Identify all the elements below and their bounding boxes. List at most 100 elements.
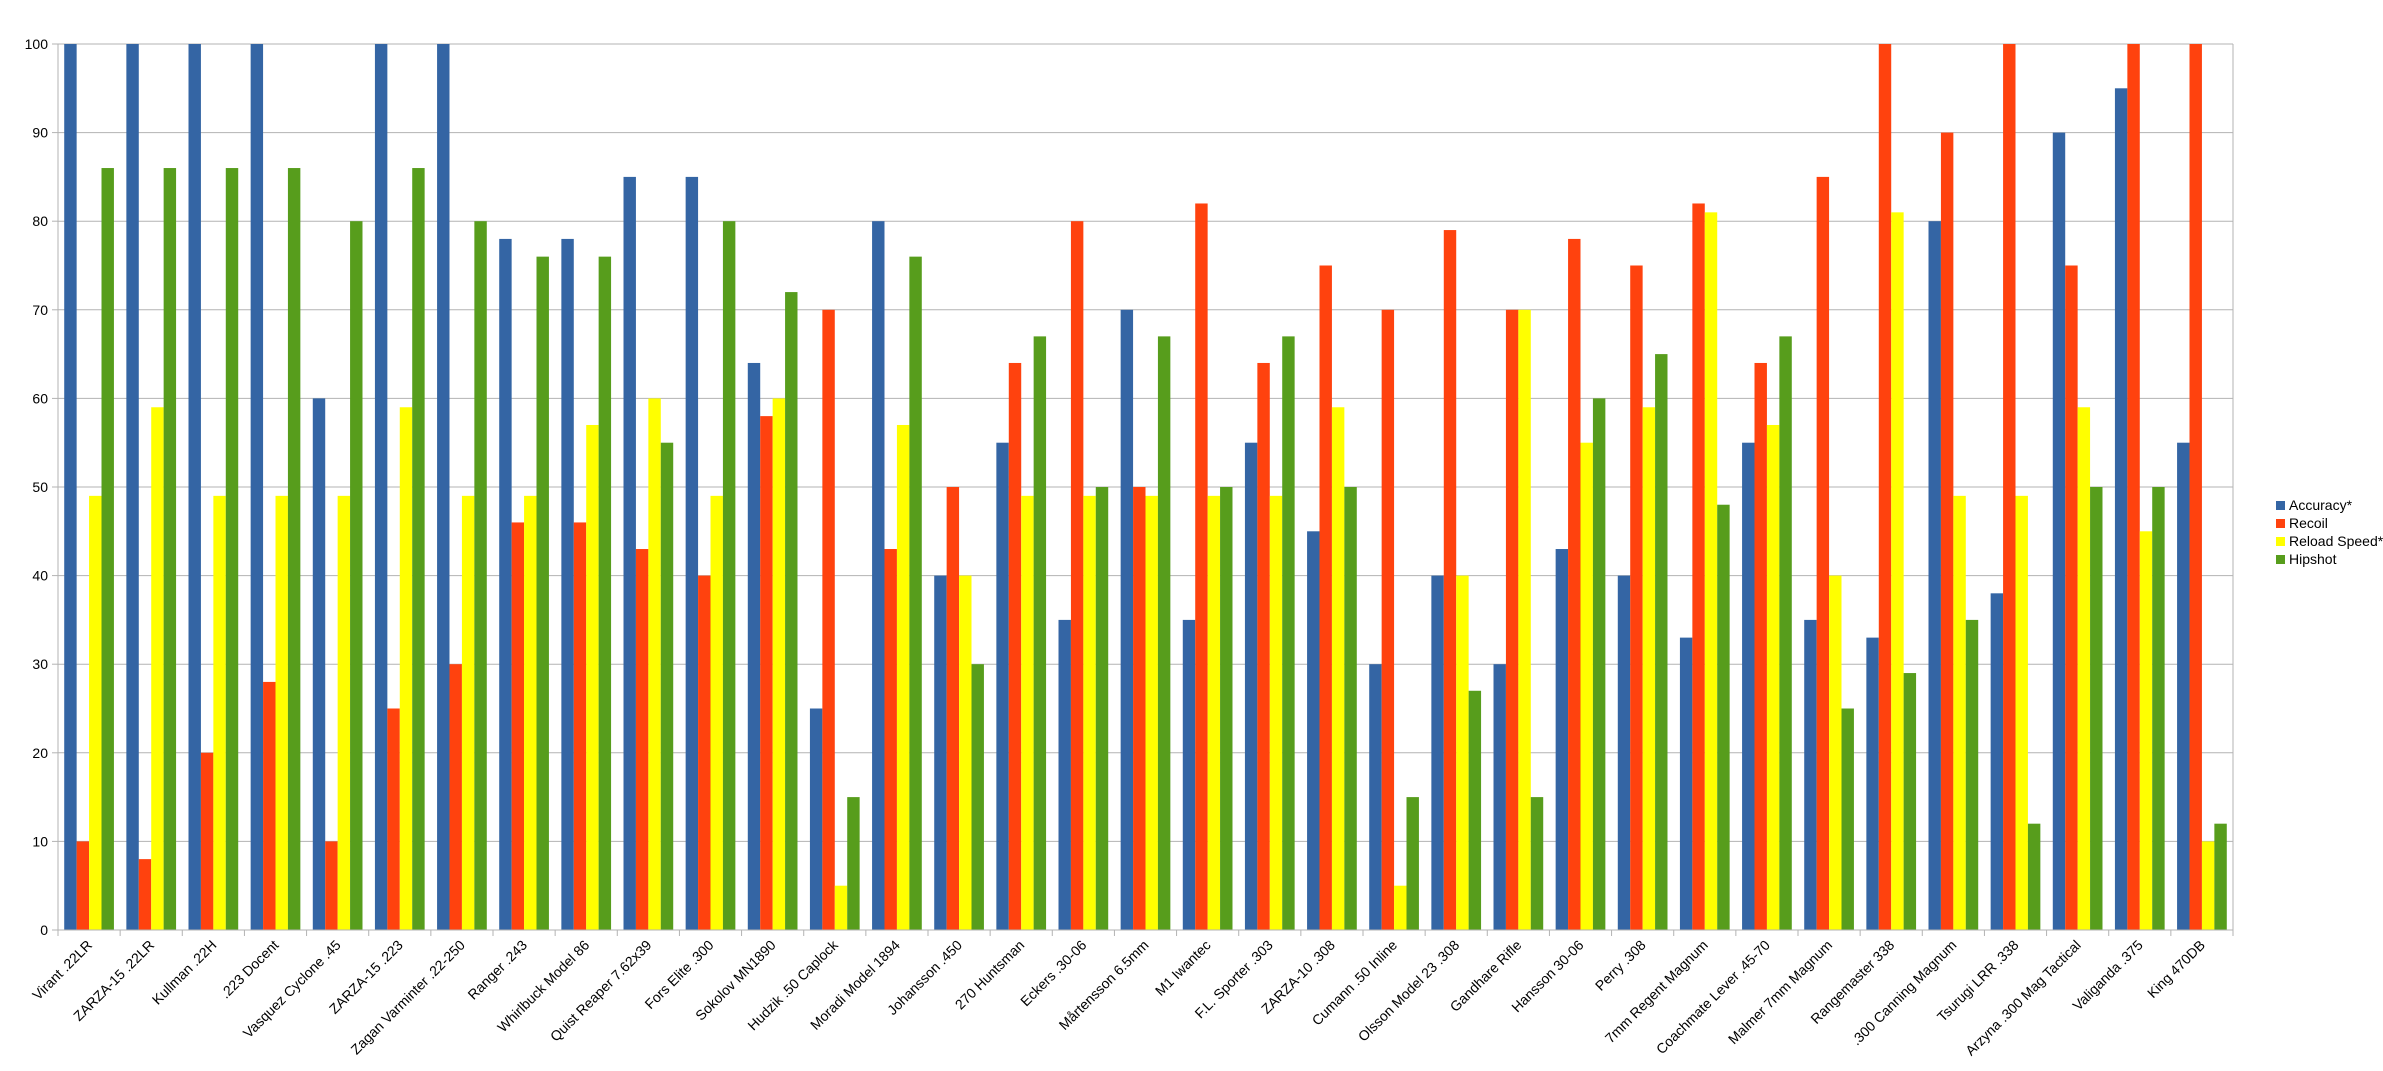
bar-accuracy (685, 176, 699, 930)
bar-hipshot (785, 292, 798, 931)
bar-reload-speed (1766, 424, 1780, 930)
bar-reload-speed (1456, 575, 1469, 930)
bar-reload-speed (2015, 495, 2028, 930)
bar-reload-speed (1704, 212, 1718, 931)
bar-recoil (1505, 309, 1519, 930)
y-axis: 0 10 20 30 40 50 60 70 80 90 100 (25, 36, 2234, 938)
bar-recoil (1381, 309, 1395, 930)
bar-hipshot (1841, 708, 1854, 930)
bar-accuracy (1742, 442, 1755, 930)
bar-hipshot (1344, 487, 1357, 930)
y-tick-label: 80 (32, 213, 48, 229)
legend-label: Accuracy* (2289, 497, 2353, 513)
bar-accuracy (312, 398, 326, 930)
bar-accuracy (1866, 637, 1879, 930)
bar-reload-speed (586, 424, 599, 930)
bar-hipshot (350, 221, 363, 930)
bar-reload-speed (1518, 309, 1531, 930)
bar-reload-speed (1580, 442, 1593, 930)
bar-reload-speed (1145, 495, 1158, 930)
bar-recoil (1630, 265, 1643, 930)
bar-hipshot (722, 221, 736, 930)
bar-recoil (1692, 203, 1705, 931)
bar-hipshot (412, 168, 425, 931)
bar-hipshot (1157, 336, 1171, 930)
bar-reload-speed (1829, 575, 1842, 930)
bar-recoil (138, 859, 152, 930)
y-tick-label: 90 (32, 125, 48, 141)
bar-hipshot (1655, 354, 1668, 931)
bar-reload-speed (275, 495, 288, 930)
bar-hipshot (1717, 504, 1730, 930)
y-tick-label: 60 (32, 390, 48, 406)
bar-reload-speed (1953, 495, 1966, 930)
bar-hipshot (1965, 619, 1979, 930)
bar-accuracy (2052, 132, 2066, 931)
bar-accuracy (64, 44, 77, 930)
bar-accuracy (747, 362, 761, 931)
bar-hipshot (1282, 336, 1295, 930)
bar-reload-speed (524, 495, 537, 930)
bar-accuracy (872, 221, 885, 930)
bar-recoil (1878, 44, 1892, 930)
bar-recoil (2189, 44, 2202, 930)
bar-reload-speed (399, 407, 413, 930)
bar-hipshot (660, 442, 674, 930)
bar-reload-speed (1269, 495, 1283, 930)
bar-reload-speed (1207, 495, 1221, 930)
bar-reload-speed (834, 885, 848, 930)
y-tick-label: 70 (32, 302, 48, 318)
bar-accuracy (1182, 619, 1196, 930)
bar-recoil (76, 841, 90, 930)
bar-recoil (635, 549, 649, 930)
bar-accuracy (623, 176, 636, 930)
bar-hipshot (1220, 487, 1233, 930)
bar-recoil (1443, 230, 1457, 930)
bar-recoil (1319, 265, 1332, 930)
y-tick-label: 100 (25, 36, 49, 52)
bar-recoil (1070, 221, 1084, 930)
bar-accuracy (250, 44, 264, 930)
bar-hipshot (971, 664, 984, 930)
bar-hipshot (1095, 487, 1109, 930)
bar-accuracy (2114, 88, 2128, 931)
bar-recoil (200, 752, 214, 930)
bar-recoil (760, 416, 773, 930)
bar-recoil (946, 487, 960, 930)
bar-reload-speed (959, 575, 972, 930)
bar-accuracy (1679, 637, 1693, 930)
bar-reload-speed (2201, 841, 2215, 930)
bar-reload-speed (1331, 407, 1345, 930)
bar-hipshot (1592, 398, 1606, 930)
bar-reload-speed (89, 495, 102, 930)
bar-hipshot (474, 221, 487, 930)
bar-accuracy (499, 238, 512, 931)
bar-hipshot (1468, 690, 1482, 930)
bar-hipshot (2027, 823, 2041, 930)
bar-accuracy (2177, 442, 2190, 930)
bar-recoil (1195, 203, 1208, 931)
bar-accuracy (1555, 549, 1569, 930)
bar-recoil (2065, 265, 2078, 930)
bar-accuracy (934, 575, 947, 930)
bar-recoil (1754, 362, 1767, 931)
bar-hipshot (2090, 487, 2103, 930)
bar-reload-speed (772, 398, 786, 930)
bar-hipshot (163, 168, 177, 931)
bar-reload-speed (1083, 495, 1096, 930)
bar-accuracy (1369, 664, 1382, 930)
bar-accuracy (188, 44, 201, 930)
bar-recoil (1133, 487, 1146, 930)
y-tick-label: 20 (32, 745, 48, 761)
y-tick-label: 10 (32, 833, 48, 849)
bar-hipshot (1530, 797, 1544, 930)
bar-hipshot (536, 256, 549, 930)
bar-reload-speed (1642, 407, 1656, 930)
bar-accuracy (437, 44, 450, 930)
bar-accuracy (1431, 575, 1444, 930)
bar-hipshot (1406, 797, 1419, 930)
bar-reload-speed (896, 424, 910, 930)
bar-reload-speed (2077, 407, 2091, 930)
legend: Accuracy* Recoil Reload Speed* Hipshot (2276, 497, 2383, 567)
